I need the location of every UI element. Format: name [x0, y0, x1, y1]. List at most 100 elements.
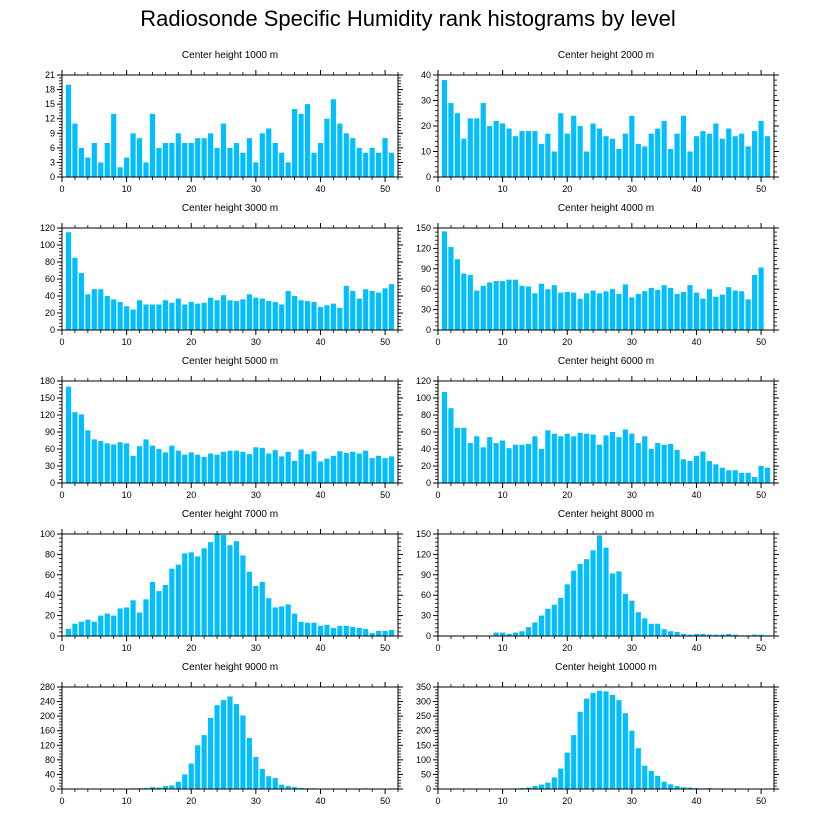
histogram-bar	[596, 690, 603, 789]
histogram-bar	[85, 157, 91, 177]
histogram-bar	[500, 440, 506, 483]
histogram-bar	[162, 300, 168, 330]
histogram-bar	[363, 628, 369, 636]
histogram-bar	[220, 451, 227, 483]
histogram-bar	[680, 291, 687, 330]
histogram-bar	[363, 289, 369, 330]
histogram-bar	[72, 623, 78, 636]
histogram-bar	[764, 136, 771, 177]
histogram-bar	[259, 133, 265, 177]
histogram-bar	[175, 133, 181, 177]
histogram-bar	[668, 784, 674, 789]
histogram-bar	[648, 287, 654, 330]
histogram-bar	[467, 443, 473, 483]
histogram-bar	[564, 291, 570, 330]
histogram-bar	[532, 293, 538, 330]
histogram-bar	[214, 300, 220, 330]
y-tick-label: 80	[45, 549, 55, 559]
histogram-bar	[208, 542, 214, 636]
histogram-bar	[590, 692, 596, 789]
x-tick-label: 20	[186, 490, 196, 500]
histogram-bar	[448, 103, 454, 177]
histogram-bar	[577, 711, 583, 789]
histogram-bar	[648, 449, 654, 483]
histogram-bar	[259, 768, 265, 789]
histogram-bar	[661, 120, 667, 177]
histogram-bar	[687, 285, 693, 330]
x-tick-label: 40	[315, 184, 325, 194]
x-tick-label: 0	[435, 796, 440, 806]
histogram-bar	[739, 133, 745, 177]
y-tick-label: 60	[421, 590, 431, 600]
y-tick-label: 90	[421, 570, 431, 580]
histogram-bar	[758, 634, 764, 636]
histogram-bar	[104, 296, 110, 330]
histogram-bar	[78, 621, 84, 636]
histogram-bar	[590, 290, 596, 330]
histogram-bar	[136, 138, 143, 177]
histogram-bar	[240, 555, 246, 636]
y-tick-label: 60	[45, 444, 55, 454]
histogram-panel: Center height 8000 m 0 30 60 90 120 150 0 10 20 30…	[416, 509, 779, 653]
histogram-bar	[272, 778, 278, 789]
histogram-bar	[635, 612, 641, 636]
histogram-bar	[343, 133, 349, 177]
histogram-bar	[584, 293, 590, 330]
y-tick-label: 0	[426, 325, 431, 335]
x-tick-label: 0	[59, 184, 64, 194]
histogram-bar	[272, 450, 278, 483]
histogram-bar	[195, 556, 201, 636]
y-tick-label: 100	[416, 393, 431, 403]
y-tick-label: 120	[40, 740, 55, 750]
histogram-bar	[266, 453, 272, 483]
histogram-bar	[687, 787, 693, 789]
histogram-bar	[668, 443, 674, 483]
panel-title: Center height 8000 m	[558, 509, 654, 520]
histogram-bar	[512, 279, 519, 330]
histogram-bar	[752, 477, 758, 483]
y-tick-label: 120	[416, 549, 431, 559]
y-tick-label: 30	[421, 611, 431, 621]
histogram-bar	[98, 289, 104, 330]
y-tick-label: 60	[421, 284, 431, 294]
histogram-bar	[65, 84, 72, 177]
histogram-bar	[292, 296, 298, 330]
histogram-bar	[72, 257, 78, 330]
y-tick-label: 80	[45, 257, 55, 267]
histogram-bar	[584, 151, 590, 177]
histogram-bar	[156, 449, 162, 483]
histogram-bar	[356, 147, 362, 177]
histogram-bar	[182, 304, 188, 330]
histogram-bar	[752, 274, 758, 330]
histogram-bar	[700, 451, 706, 483]
histogram-bar	[311, 622, 317, 636]
histogram-bar	[65, 232, 72, 330]
y-tick-label: 200	[40, 711, 55, 721]
x-tick-label: 30	[251, 184, 261, 194]
histogram-bar	[532, 131, 538, 177]
histogram-bar	[571, 292, 577, 330]
histogram-bar	[369, 290, 375, 330]
histogram-bar	[590, 434, 596, 483]
histogram-bar	[169, 568, 175, 636]
y-tick-label: 120	[416, 376, 431, 386]
histogram-bar	[448, 408, 454, 483]
histogram-bar	[680, 633, 687, 636]
histogram-bar	[208, 133, 214, 177]
histogram-bar	[195, 138, 201, 177]
x-tick-label: 40	[315, 490, 325, 500]
histogram-bar	[149, 304, 156, 330]
histogram-bar	[208, 453, 214, 483]
histogram-bar	[551, 285, 557, 330]
histogram-bar	[201, 302, 207, 330]
histogram-bar	[169, 445, 175, 483]
histogram-bar	[78, 414, 84, 483]
histogram-bar	[98, 441, 104, 483]
histogram-bar	[259, 581, 265, 636]
histogram-bar	[143, 599, 149, 636]
histogram-bar	[532, 436, 538, 483]
histogram-bar	[532, 786, 538, 789]
histogram-bar	[693, 633, 700, 636]
y-tick-label: 40	[421, 444, 431, 454]
y-tick-label: 0	[426, 478, 431, 488]
